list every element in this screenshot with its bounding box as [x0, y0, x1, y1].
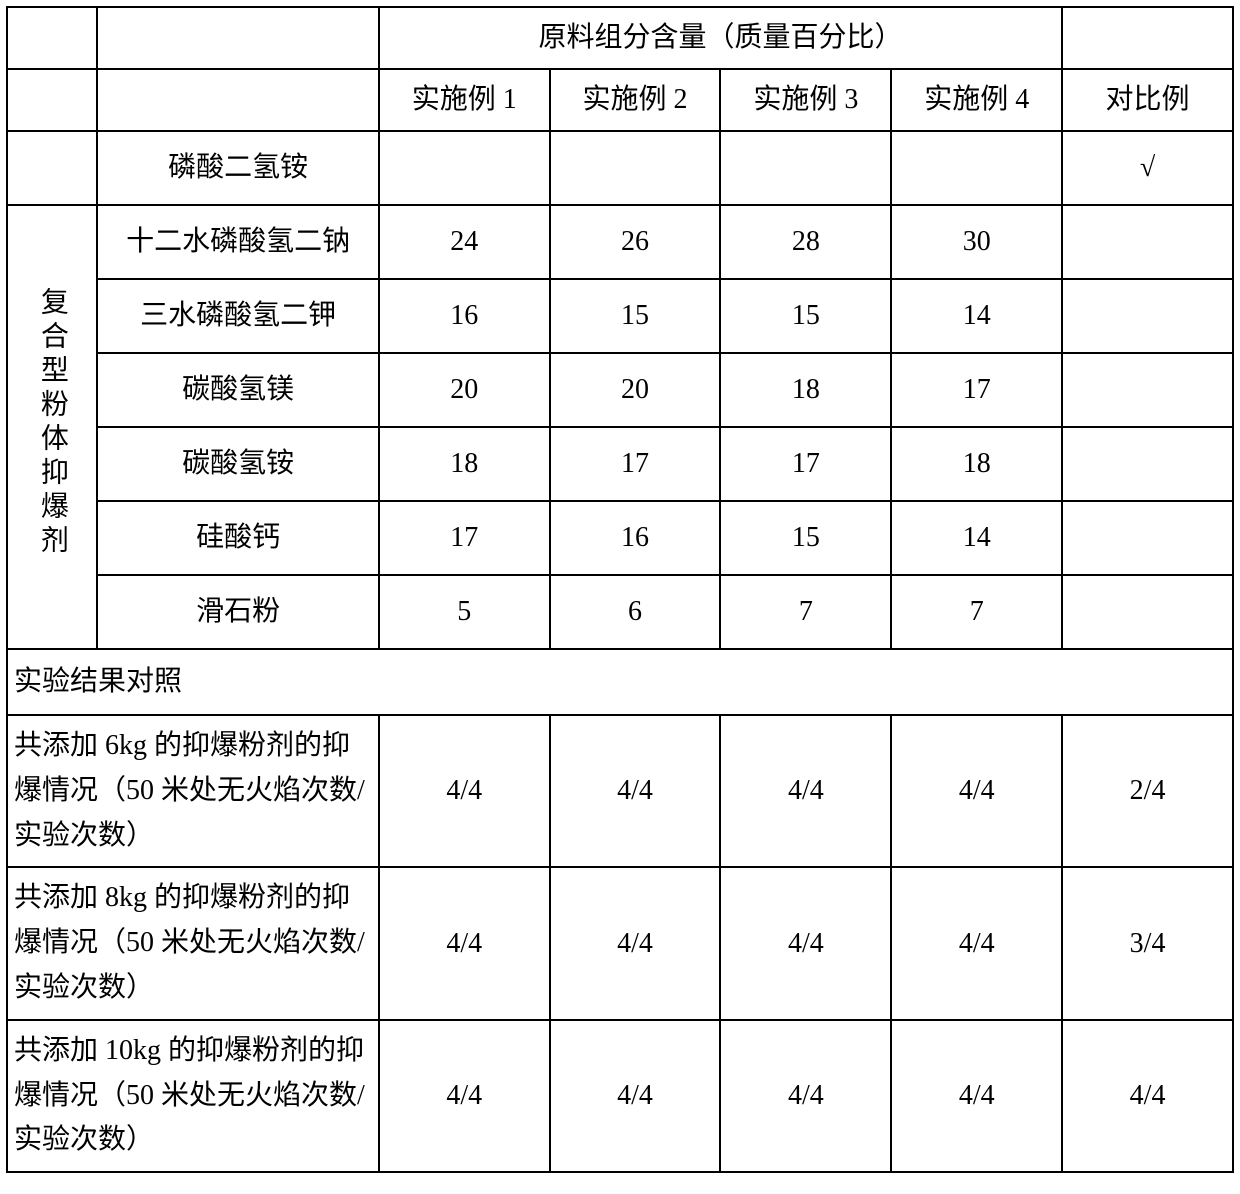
- ingredient-name: 磷酸二氢铵: [97, 131, 378, 205]
- ingredient-name: 十二水磷酸氢二钠: [97, 205, 378, 279]
- value-cell: 15: [720, 279, 891, 353]
- value-cell: 17: [550, 427, 721, 501]
- compare-cell: [1062, 205, 1233, 279]
- compare-col-header: 对比例: [1062, 69, 1233, 131]
- ingredient-name: 三水磷酸氢二钾: [97, 279, 378, 353]
- result-compare-cell: 2/4: [1062, 715, 1233, 867]
- result-row: 共添加 10kg 的抑爆粉剂的抑爆情况（50 米处无火焰次数/实验次数） 4/4…: [7, 1020, 1233, 1172]
- col-header: 实施例 1: [379, 69, 550, 131]
- value-cell: 20: [379, 353, 550, 427]
- results-title-row: 实验结果对照: [7, 649, 1233, 715]
- table-row: 三水磷酸氢二钾 16 15 15 14: [7, 279, 1233, 353]
- result-row: 共添加 8kg 的抑爆粉剂的抑爆情况（50 米处无火焰次数/实验次数） 4/4 …: [7, 867, 1233, 1019]
- value-cell: 28: [720, 205, 891, 279]
- value-cell: 30: [891, 205, 1062, 279]
- result-cell: 4/4: [720, 867, 891, 1019]
- value-cell: 17: [720, 427, 891, 501]
- result-label: 共添加 6kg 的抑爆粉剂的抑爆情况（50 米处无火焰次数/实验次数）: [7, 715, 379, 867]
- ingredient-name: 滑石粉: [97, 575, 378, 649]
- value-cell: [720, 131, 891, 205]
- result-cell: 4/4: [891, 715, 1062, 867]
- result-cell: 4/4: [550, 1020, 721, 1172]
- compare-cell: [1062, 501, 1233, 575]
- col-header: 实施例 4: [891, 69, 1062, 131]
- result-cell: 4/4: [720, 715, 891, 867]
- value-cell: 20: [550, 353, 721, 427]
- compare-cell: [1062, 427, 1233, 501]
- value-cell: 6: [550, 575, 721, 649]
- side-label-cell: 复合型粉体抑爆剂: [7, 205, 97, 649]
- table-row: 碳酸氢镁 20 20 18 17: [7, 353, 1233, 427]
- result-cell: 4/4: [891, 867, 1062, 1019]
- value-cell: 14: [891, 501, 1062, 575]
- value-cell: 18: [891, 427, 1062, 501]
- value-cell: 5: [379, 575, 550, 649]
- col-header: 实施例 3: [720, 69, 891, 131]
- value-cell: 24: [379, 205, 550, 279]
- result-label: 共添加 10kg 的抑爆粉剂的抑爆情况（50 米处无火焰次数/实验次数）: [7, 1020, 379, 1172]
- result-cell: 4/4: [891, 1020, 1062, 1172]
- side-label-text: 复合型粉体抑爆剂: [33, 277, 72, 569]
- value-cell: 16: [379, 279, 550, 353]
- result-compare-cell: 4/4: [1062, 1020, 1233, 1172]
- value-cell: 18: [379, 427, 550, 501]
- value-cell: 26: [550, 205, 721, 279]
- result-cell: 4/4: [379, 867, 550, 1019]
- value-cell: 7: [891, 575, 1062, 649]
- value-cell: 14: [891, 279, 1062, 353]
- ingredient-name: 碳酸氢镁: [97, 353, 378, 427]
- table-row: 滑石粉 5 6 7 7: [7, 575, 1233, 649]
- table-header-row-1: 原料组分含量（质量百分比）: [7, 7, 1233, 69]
- table-row: 硅酸钙 17 16 15 14: [7, 501, 1233, 575]
- result-cell: 4/4: [379, 1020, 550, 1172]
- value-cell: 17: [379, 501, 550, 575]
- result-cell: 4/4: [550, 715, 721, 867]
- composition-table: 原料组分含量（质量百分比） 实施例 1 实施例 2 实施例 3 实施例 4 对比…: [6, 6, 1234, 1173]
- table-row: 磷酸二氢铵 √: [7, 131, 1233, 205]
- col-header: 实施例 2: [550, 69, 721, 131]
- ingredient-name: 碳酸氢铵: [97, 427, 378, 501]
- value-cell: 15: [720, 501, 891, 575]
- table-row: 碳酸氢铵 18 17 17 18: [7, 427, 1233, 501]
- compare-cell: [1062, 575, 1233, 649]
- result-cell: 4/4: [720, 1020, 891, 1172]
- group-title-cell: 原料组分含量（质量百分比）: [379, 7, 1062, 69]
- table-row: 复合型粉体抑爆剂 十二水磷酸氢二钠 24 26 28 30: [7, 205, 1233, 279]
- result-row: 共添加 6kg 的抑爆粉剂的抑爆情况（50 米处无火焰次数/实验次数） 4/4 …: [7, 715, 1233, 867]
- value-cell: [891, 131, 1062, 205]
- value-cell: 18: [720, 353, 891, 427]
- compare-cell: [1062, 353, 1233, 427]
- value-cell: [379, 131, 550, 205]
- value-cell: 16: [550, 501, 721, 575]
- compare-cell: [1062, 279, 1233, 353]
- ingredient-name: 硅酸钙: [97, 501, 378, 575]
- results-title: 实验结果对照: [7, 649, 1233, 715]
- compare-cell: √: [1062, 131, 1233, 205]
- result-label: 共添加 8kg 的抑爆粉剂的抑爆情况（50 米处无火焰次数/实验次数）: [7, 867, 379, 1019]
- value-cell: 17: [891, 353, 1062, 427]
- value-cell: 7: [720, 575, 891, 649]
- table-header-row-2: 实施例 1 实施例 2 实施例 3 实施例 4 对比例: [7, 69, 1233, 131]
- result-compare-cell: 3/4: [1062, 867, 1233, 1019]
- result-cell: 4/4: [550, 867, 721, 1019]
- result-cell: 4/4: [379, 715, 550, 867]
- value-cell: [550, 131, 721, 205]
- value-cell: 15: [550, 279, 721, 353]
